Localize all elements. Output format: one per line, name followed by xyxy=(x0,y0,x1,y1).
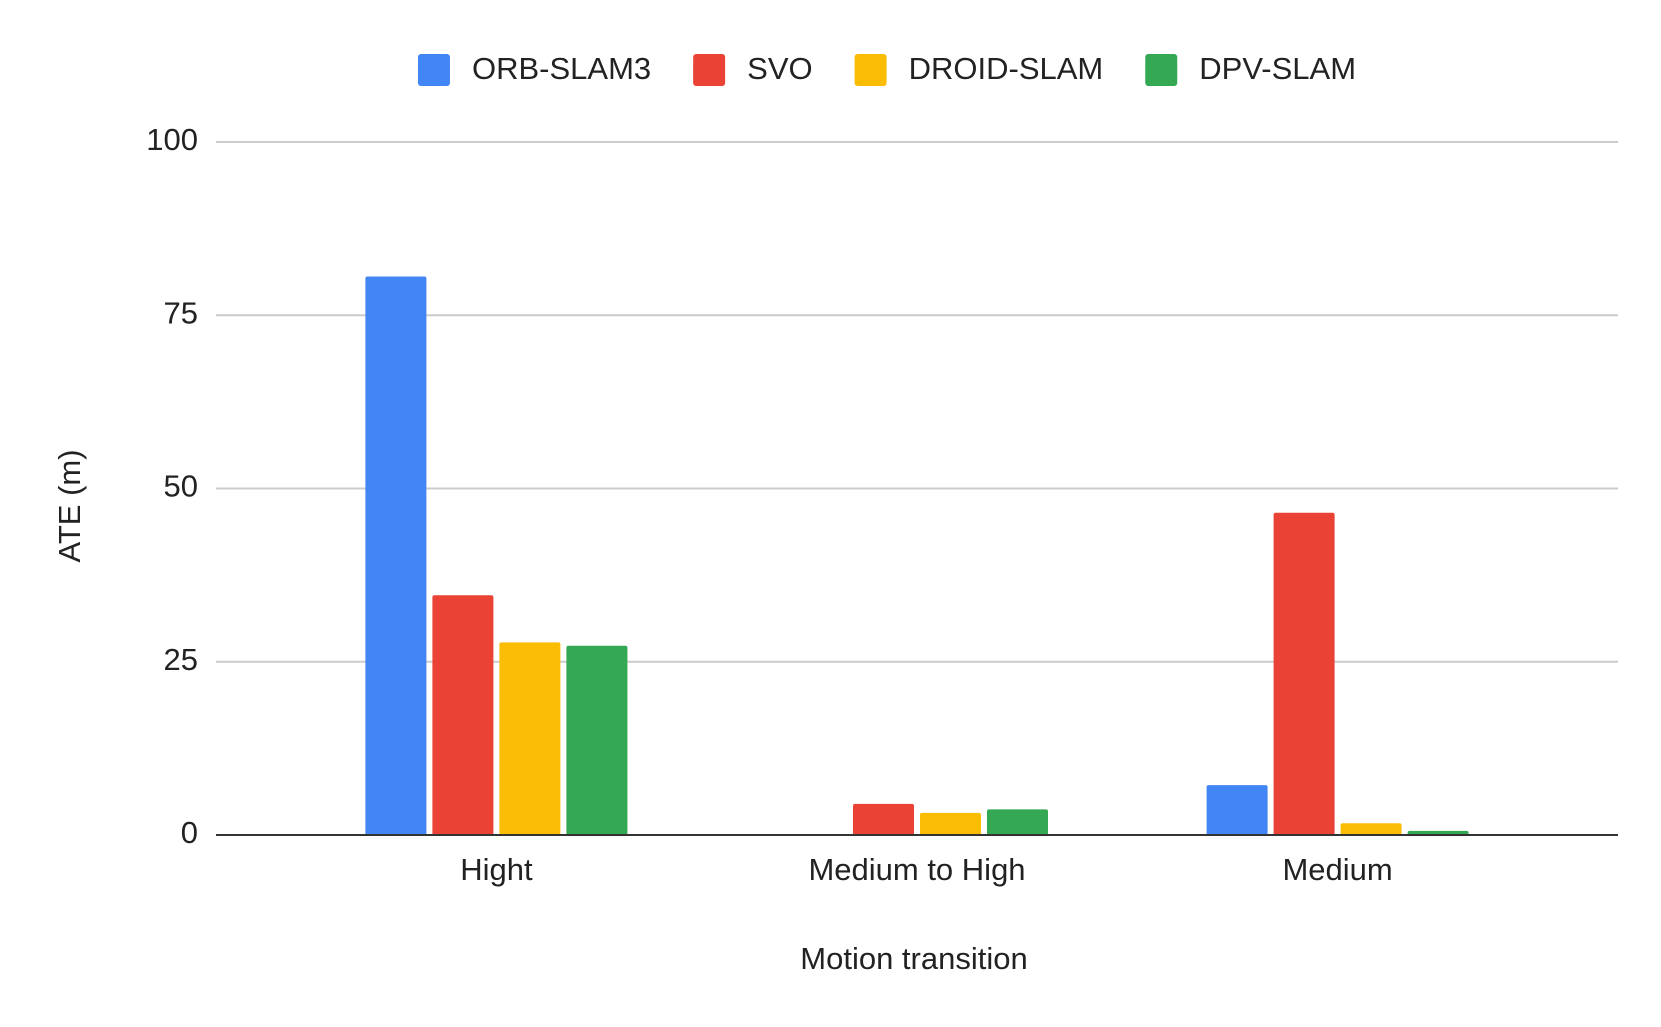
bar xyxy=(1407,830,1469,835)
y-tick-label: 100 xyxy=(146,122,198,157)
legend-label: DPV-SLAM xyxy=(1199,51,1356,86)
y-tick-label: 25 xyxy=(164,642,198,677)
bar xyxy=(853,803,914,835)
legend-swatch xyxy=(854,54,887,86)
y-tick-label: 75 xyxy=(164,295,198,330)
x-tick-label: Medium to High xyxy=(808,852,1025,887)
legend-label: DROID-SLAM xyxy=(909,51,1104,86)
bar xyxy=(1340,823,1402,835)
x-tick-label: Medium xyxy=(1282,852,1392,887)
x-axis-label: Motion transition xyxy=(800,941,1027,976)
bar xyxy=(987,809,1048,835)
legend-swatch xyxy=(693,54,726,86)
legend-swatch xyxy=(417,54,450,86)
bar xyxy=(1206,785,1268,835)
bar xyxy=(499,642,561,835)
legend-label: ORB-SLAM3 xyxy=(472,51,651,86)
legend-label: SVO xyxy=(747,51,812,86)
y-tick-label: 50 xyxy=(164,469,198,504)
bar xyxy=(920,812,981,835)
y-axis-label: ATE (m) xyxy=(52,449,87,562)
bar xyxy=(1273,512,1335,835)
bar xyxy=(566,645,628,835)
x-tick-label: Hight xyxy=(460,852,533,887)
legend-swatch xyxy=(1145,54,1178,86)
bar xyxy=(432,595,494,835)
bar xyxy=(365,276,427,835)
y-tick-label: 0 xyxy=(181,815,198,850)
